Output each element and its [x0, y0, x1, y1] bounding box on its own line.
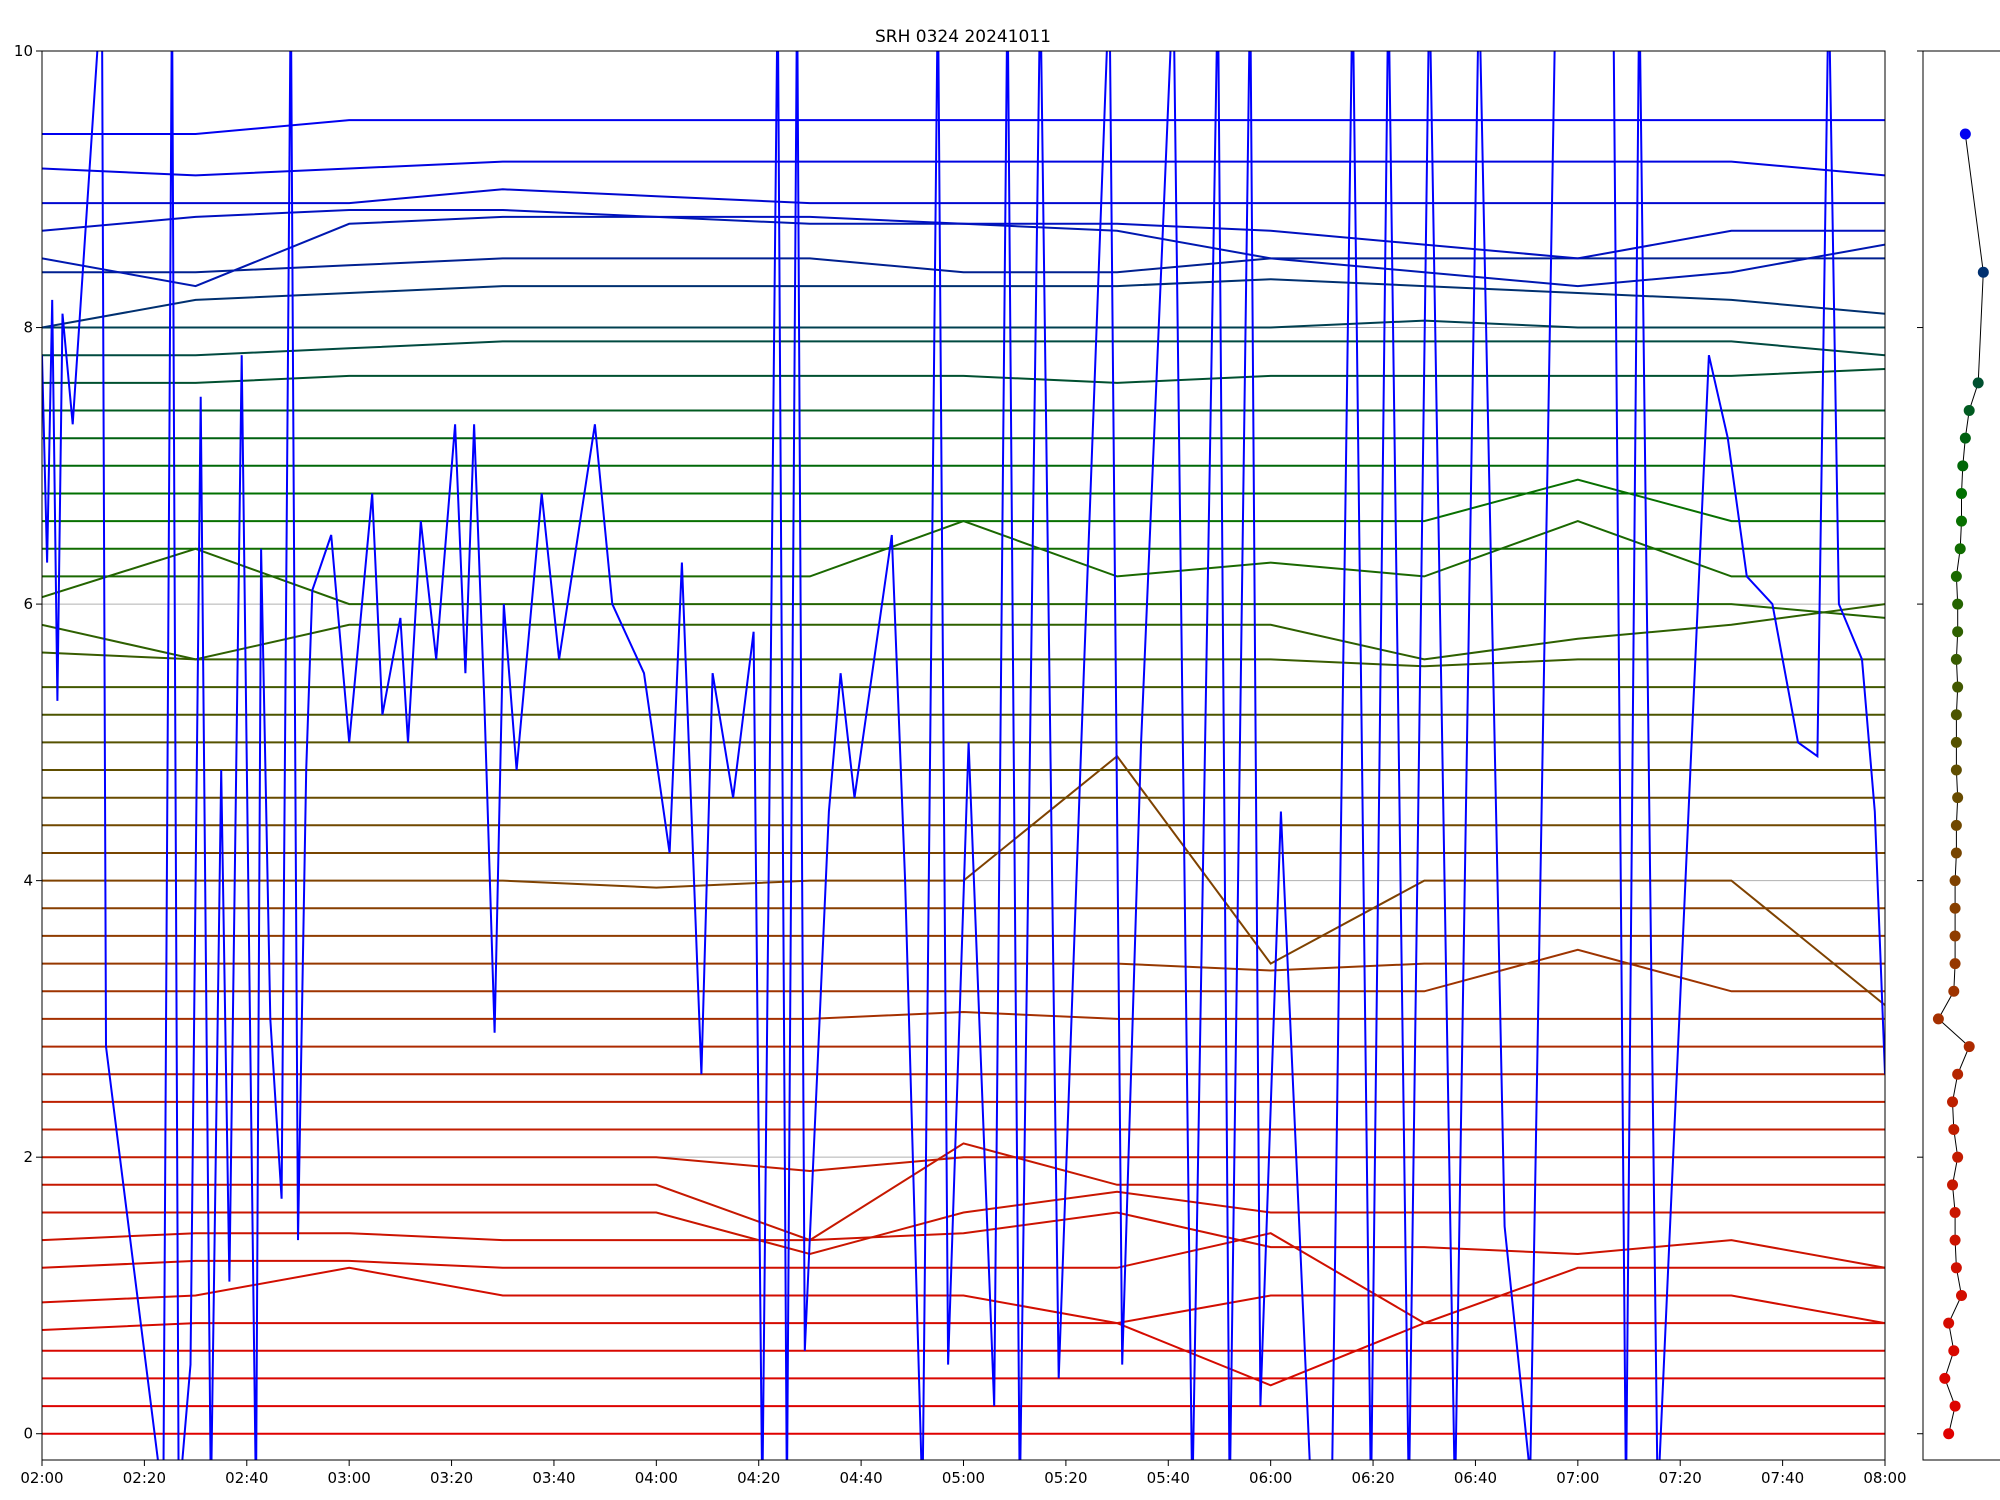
x-tick-label: 03:40 — [532, 1469, 575, 1487]
point — [1950, 764, 1962, 776]
trace — [42, 188, 1885, 205]
x-tick-label: 07:00 — [1556, 1469, 1599, 1487]
x-tick-label: 07:20 — [1659, 1469, 1702, 1487]
point — [1950, 709, 1962, 721]
trace — [42, 1322, 1885, 1387]
trace — [42, 1190, 1885, 1256]
x-tick-label: 06:40 — [1454, 1469, 1497, 1487]
point — [1949, 875, 1961, 887]
x-tick-label: 03:00 — [328, 1469, 371, 1487]
point — [1949, 1234, 1961, 1246]
trace — [42, 1232, 1885, 1325]
point — [1932, 1013, 1944, 1025]
point — [1972, 377, 1984, 389]
point — [1952, 1151, 1964, 1163]
point — [1947, 1179, 1959, 1191]
y-tick-label: 10 — [14, 42, 33, 60]
point — [1959, 432, 1971, 444]
x-tick-label: 02:40 — [225, 1469, 268, 1487]
point — [1950, 653, 1962, 665]
trace — [42, 547, 1885, 619]
trace — [42, 160, 1885, 177]
point — [1954, 543, 1966, 555]
x-tick-label: 03:20 — [430, 1469, 473, 1487]
trace — [42, 51, 1885, 1460]
y-tick-label: 4 — [23, 872, 33, 890]
trace — [42, 278, 1885, 329]
point — [1949, 930, 1961, 942]
chart-title: SRH 0324 20241011 — [875, 27, 1051, 47]
trace — [42, 1266, 1885, 1325]
plot-frame — [41, 50, 1886, 1461]
x-tick-label: 05:40 — [1147, 1469, 1190, 1487]
point — [1952, 681, 1964, 693]
x-tick-label: 04:20 — [737, 1469, 780, 1487]
x-tick-label: 06:00 — [1249, 1469, 1292, 1487]
trace — [42, 1010, 1885, 1020]
x-tick-label: 08:00 — [1863, 1469, 1906, 1487]
trace — [42, 368, 1885, 384]
panel-frame — [1922, 50, 2000, 1461]
point — [1948, 1124, 1960, 1136]
point — [1963, 405, 1975, 417]
x-tick-label: 02:20 — [123, 1469, 166, 1487]
point — [1956, 487, 1967, 499]
trace — [42, 1156, 1885, 1173]
trace — [42, 948, 1885, 993]
trace — [42, 215, 1885, 288]
x-tick-label: 05:20 — [1044, 1469, 1087, 1487]
trace — [42, 340, 1885, 357]
trace — [42, 651, 1885, 668]
point — [1949, 1400, 1961, 1412]
x-tick-label: 06:20 — [1351, 1469, 1394, 1487]
point — [1950, 819, 1962, 831]
trace — [42, 319, 1885, 329]
y-tick-label: 0 — [23, 1425, 33, 1443]
trace — [42, 603, 1885, 661]
trace — [42, 209, 1885, 260]
y-tick-label: 6 — [23, 595, 33, 613]
point — [1952, 598, 1964, 610]
point — [1949, 902, 1961, 914]
point — [1959, 128, 1971, 140]
point — [1950, 736, 1962, 748]
point — [1950, 1262, 1962, 1274]
y-tick-label: 8 — [23, 319, 33, 337]
x-tick-label: 05:00 — [942, 1469, 985, 1487]
traces — [42, 51, 1885, 1460]
point — [1950, 570, 1962, 582]
connector — [1937, 133, 1984, 1434]
trace — [42, 119, 1885, 135]
point — [1956, 515, 1967, 527]
x-tick-label: 07:40 — [1761, 1469, 1804, 1487]
point — [1943, 1317, 1955, 1329]
point — [1956, 1289, 1967, 1301]
point — [1947, 1096, 1959, 1108]
point — [1952, 626, 1964, 638]
point — [1952, 1068, 1964, 1080]
point — [1949, 1206, 1961, 1218]
trace — [42, 1211, 1885, 1269]
y-tick-label: 2 — [23, 1148, 33, 1166]
point — [1943, 1428, 1955, 1440]
point — [1977, 266, 1989, 278]
point — [1948, 985, 1960, 997]
trace — [42, 962, 1885, 972]
x-tick-label: 02:00 — [20, 1469, 63, 1487]
point — [1963, 1041, 1975, 1053]
trace — [42, 1142, 1885, 1242]
point — [1950, 847, 1962, 859]
point — [1939, 1372, 1951, 1384]
trace — [42, 257, 1885, 274]
x-tick-label: 04:40 — [839, 1469, 882, 1487]
point — [1949, 958, 1961, 970]
point — [1952, 792, 1964, 804]
point — [1948, 1345, 1960, 1357]
trace — [42, 478, 1885, 523]
point — [1957, 460, 1969, 472]
x-tick-label: 04:00 — [635, 1469, 678, 1487]
